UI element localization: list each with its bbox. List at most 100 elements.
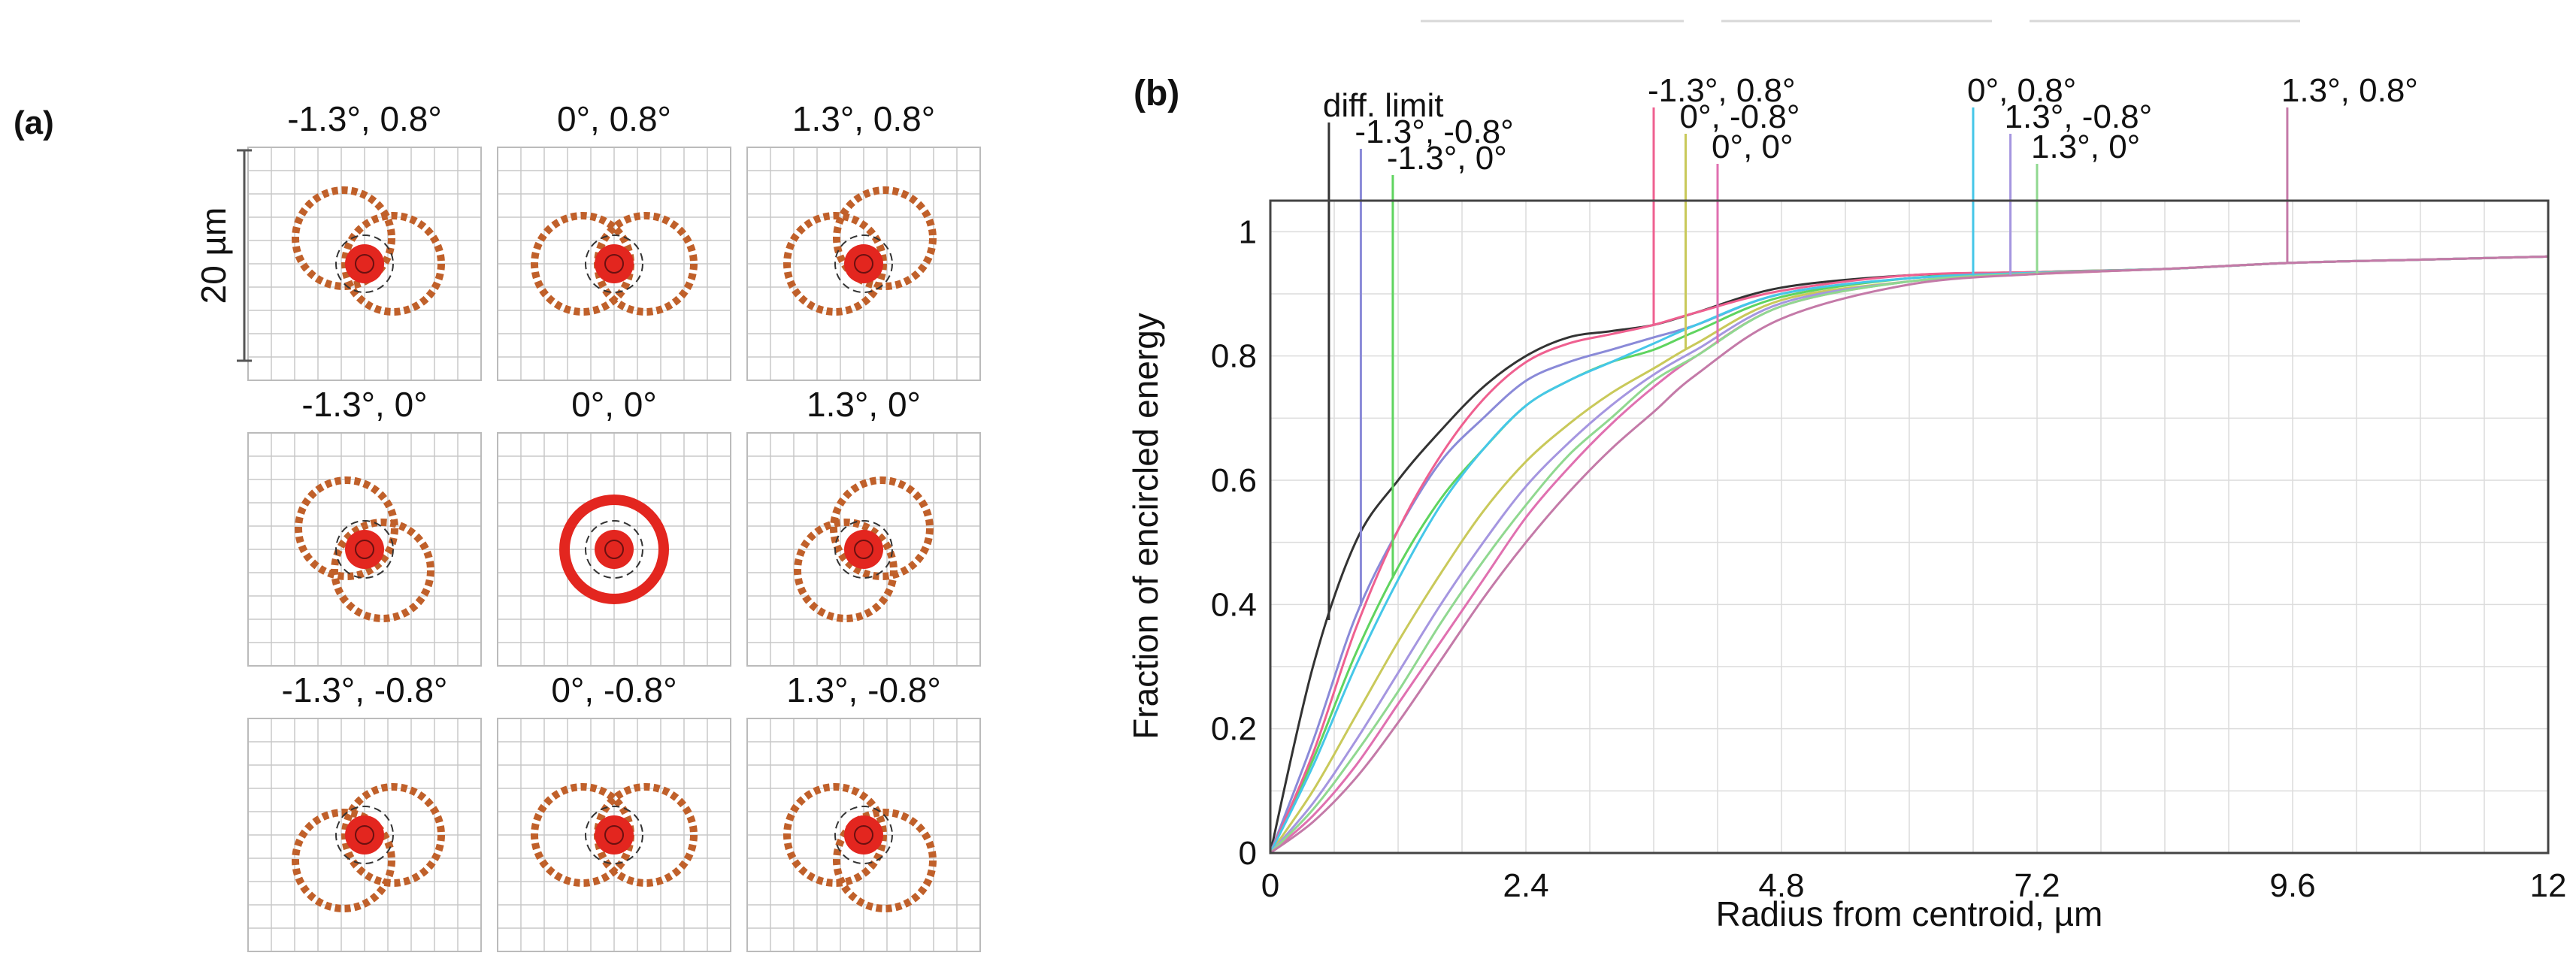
airy-disk-circle <box>585 520 643 579</box>
y-axis-label: Fraction of encircled energy <box>1126 313 1165 740</box>
spot-cell: -1.3°, 0.8° <box>247 99 482 381</box>
spot-cell-title: -1.3°, -0.8° <box>282 670 448 709</box>
x-tick-label: 4.8 <box>1758 867 1804 904</box>
centroid-marker <box>355 254 374 274</box>
annotation-label: 1.3°, 0.8° <box>2281 72 2418 109</box>
spot-ring <box>833 809 937 912</box>
centroid-marker <box>854 540 873 559</box>
spot-cell: 1.3°, 0.8° <box>746 99 981 381</box>
chart-radius-markers <box>1327 107 2289 620</box>
chart-ticks: 0 2.4 4.8 7.2 9.6 12 0 0.2 0.4 0.6 0.8 1 <box>1211 213 2567 904</box>
annotation-label: 0°, 0° <box>1712 129 1794 165</box>
central-spot <box>844 244 883 283</box>
spot-cell: 0°, 0.8° <box>497 99 731 381</box>
spot-ring <box>295 476 398 580</box>
y-tick-label: 0 <box>1239 835 1257 872</box>
x-tick-label: 12 <box>2530 867 2567 904</box>
centroid-marker <box>355 540 374 559</box>
annotation-label: 1.3°, 0° <box>2031 129 2140 165</box>
centroid-marker <box>604 825 624 845</box>
central-spot <box>345 530 384 569</box>
x-tick-label: 0 <box>1261 867 1279 904</box>
spot-cell-title: 0°, 0° <box>571 385 657 424</box>
spot-cell: -1.3°, -0.8° <box>247 670 482 952</box>
airy-disk-circle <box>335 234 394 293</box>
spot-cell: 0°, -0.8° <box>497 670 731 952</box>
central-spot <box>844 530 883 569</box>
airy-disk-circle <box>834 234 893 293</box>
x-tick-label: 9.6 <box>2269 867 2315 904</box>
scale-bar: 20 µm <box>194 149 252 362</box>
annotation-label: 0°, -0.8° <box>1680 98 1800 135</box>
spot-ring <box>830 476 934 580</box>
centroid-marker <box>604 254 624 274</box>
airy-disk-circle <box>335 806 394 864</box>
annotation-label: -1.3°, -0.8° <box>1355 113 1513 150</box>
panel-a-label: (a) <box>14 104 54 141</box>
central-spot <box>844 815 883 854</box>
spot-cell-title: 0°, -0.8° <box>551 670 677 709</box>
y-tick-label: 0.8 <box>1211 338 1257 375</box>
centroid-marker <box>854 825 873 845</box>
x-tick-label: 2.4 <box>1503 867 1548 904</box>
y-tick-label: 0.4 <box>1211 586 1257 623</box>
centroid-marker <box>604 540 624 559</box>
annotation-label: -1.3°, 0° <box>1387 140 1507 177</box>
spot-cell-frame <box>746 718 981 952</box>
y-tick-label: 0.6 <box>1211 462 1257 499</box>
airy-disk-circle <box>585 234 643 293</box>
spot-cell-frame <box>746 432 981 667</box>
spot-cell-title: 0°, 0.8° <box>557 99 671 138</box>
encircled-energy-chart: 0 2.4 4.8 7.2 9.6 12 0 0.2 0.4 0.6 0.8 1 diff. limi… <box>1126 72 2566 933</box>
spot-cell-title: 1.3°, 0° <box>807 385 921 424</box>
spot-cell-title: -1.3°, 0° <box>301 385 427 424</box>
chart-grid <box>1270 201 2549 854</box>
airy-disk-circle <box>834 806 893 864</box>
central-spot <box>595 530 634 569</box>
spot-ring <box>331 519 434 622</box>
annotation-label: diff. limit <box>1323 87 1444 124</box>
plot-frame <box>1269 199 2550 854</box>
spot-cell-title: -1.3°, 0.8° <box>287 99 442 138</box>
y-tick-label: 0.2 <box>1211 711 1257 748</box>
scale-bar-label: 20 µm <box>194 207 233 304</box>
chart-annotations: diff. limit-1.3°, -0.8°-1.3°, 0° -1.3°, 0… <box>1323 72 2418 177</box>
annotation-label: 0°, 0.8° <box>1967 72 2076 109</box>
x-tick-label: 7.2 <box>2014 867 2060 904</box>
spot-ring <box>292 809 395 912</box>
spot-cell-frame <box>497 718 731 952</box>
spot-ring <box>559 495 669 604</box>
chart-series <box>1269 255 2549 854</box>
central-spot <box>345 244 384 283</box>
annotation-label: -1.3°, 0.8° <box>1648 72 1796 109</box>
spot-diagram-grid: -1.3°, 0.8° 0°, 0.8° 1.3°, 0.8° -1.3°, 0° 0°… <box>247 99 981 952</box>
airy-disk-circle <box>335 520 394 579</box>
annotation-label: 1.3°, -0.8° <box>2005 98 2153 135</box>
airy-disk-circle <box>834 520 893 579</box>
central-spot <box>595 244 634 283</box>
centroid-marker <box>355 825 374 845</box>
spot-cell-frame <box>247 432 482 667</box>
spot-ring <box>833 186 937 290</box>
y-tick-label: 1 <box>1239 213 1257 250</box>
spot-cell-frame <box>746 147 981 381</box>
spot-cell-frame <box>247 718 482 952</box>
spot-cell: 1.3°, -0.8° <box>746 670 981 952</box>
spot-cell-title: 1.3°, 0.8° <box>792 99 935 138</box>
spot-cell-frame <box>497 147 731 381</box>
spot-ring <box>794 519 898 622</box>
spot-cell: 0°, 0° <box>497 385 731 667</box>
spot-ring <box>292 186 395 290</box>
series-line <box>1270 255 2549 854</box>
spot-cell-frame <box>247 147 482 381</box>
centroid-marker <box>854 254 873 274</box>
airy-disk-circle <box>585 806 643 864</box>
spot-cell: 1.3°, 0° <box>746 385 981 667</box>
central-spot <box>595 815 634 854</box>
spot-cell-frame <box>497 432 731 667</box>
panel-b-label: (b) <box>1134 74 1179 113</box>
spot-cell-title: 1.3°, -0.8° <box>786 670 941 709</box>
central-spot <box>345 815 384 854</box>
x-axis-label: Radius from centroid, µm <box>1716 894 2103 933</box>
